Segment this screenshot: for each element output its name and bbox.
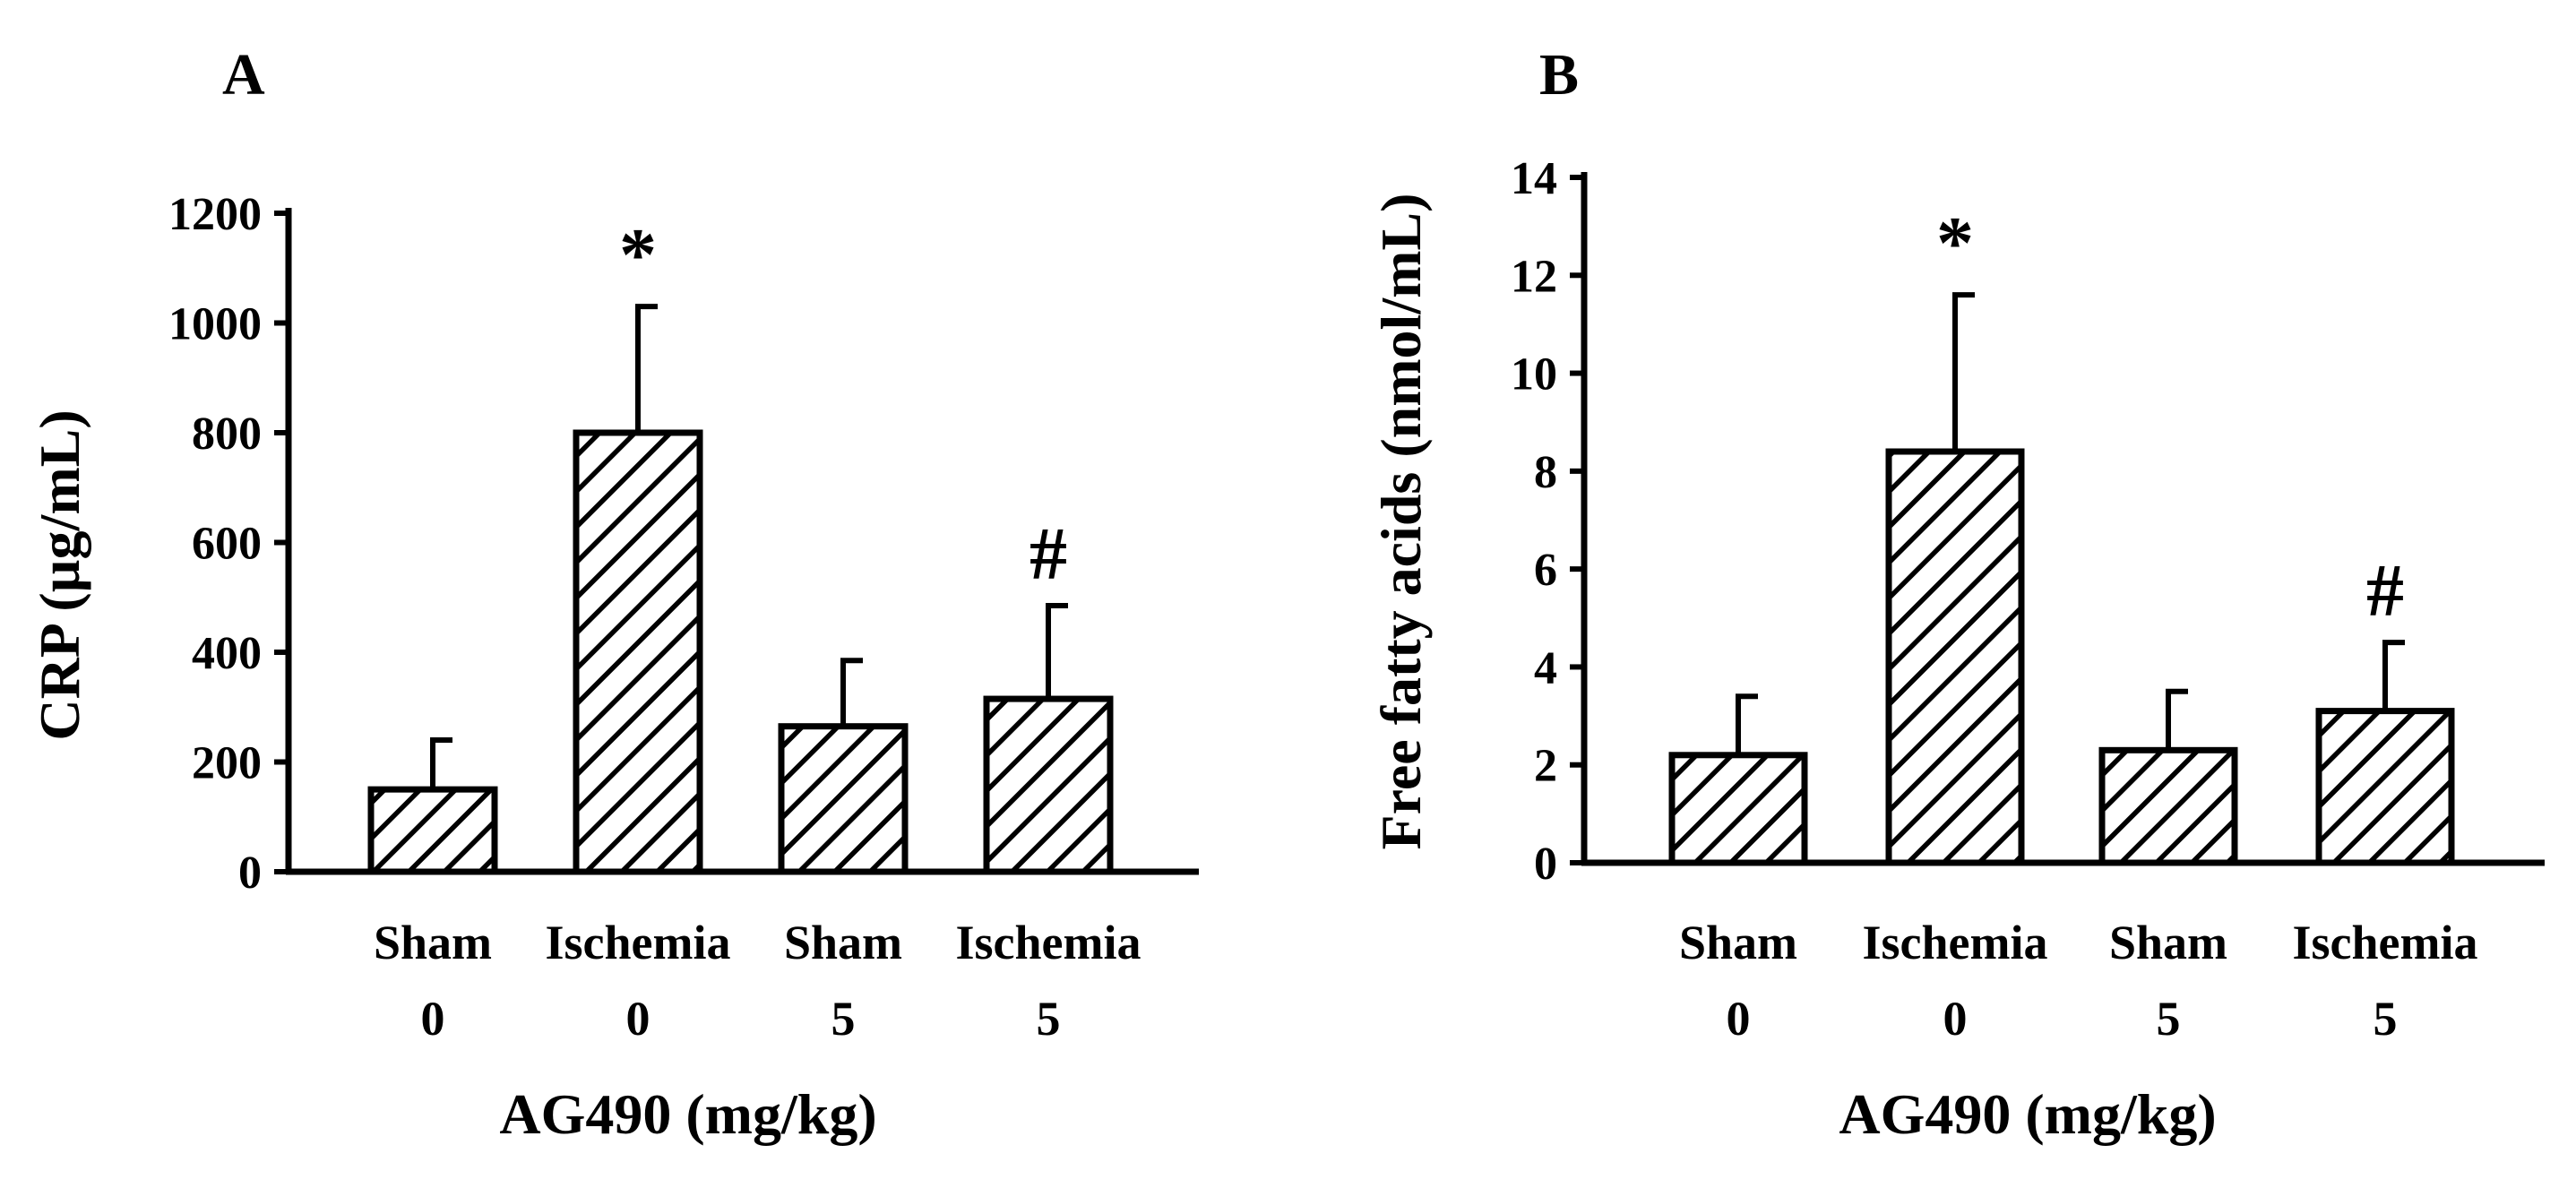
panel-b-dose-label: 0 — [1943, 992, 1968, 1046]
panel-b-bar — [1885, 448, 2025, 866]
panel-b-category-label: Sham — [1679, 916, 1797, 969]
panel-b-category-label: Ischemia — [2293, 916, 2478, 969]
panel-b-bar — [2315, 708, 2455, 866]
panel-a-y-tick-label: 600 — [192, 519, 262, 570]
panel-a-significance-marker: * — [619, 213, 657, 297]
panel-a-y-tick-label: 800 — [192, 409, 262, 460]
panel-b-y-tick-label: 6 — [1534, 545, 1557, 596]
panel-b-significance-marker: # — [2366, 549, 2404, 633]
panel-b-significance-marker: * — [1936, 202, 1974, 285]
panel-a-y-tick-label: 400 — [192, 628, 262, 679]
panel-b-dose-label: 5 — [2157, 992, 2181, 1046]
panel-a-category-label: Ischemia — [956, 916, 1142, 969]
panel-a-y-tick-label: 200 — [192, 738, 262, 789]
panel-a-category-label: Sham — [784, 916, 902, 969]
panel-b-y-tick-label: 10 — [1511, 349, 1557, 400]
panel-b-x-axis-title: AG490 (mg/kg) — [1839, 1082, 2216, 1146]
panel-b-category-label: Ischemia — [1863, 916, 2048, 969]
panel-b-dose-label: 0 — [1727, 992, 1751, 1046]
panel-a-category-label: Ischemia — [546, 916, 731, 969]
panel-a-dose-label: 0 — [626, 992, 650, 1046]
panel-a-letter: A — [222, 42, 265, 108]
panel-a-y-axis-title: CRP (µg/mL) — [28, 409, 91, 740]
panel-b-y-tick-label: 2 — [1534, 741, 1557, 792]
panel-b-letter: B — [1539, 42, 1579, 108]
panel-b-y-tick-label: 12 — [1511, 251, 1557, 302]
panel-b-bar — [1668, 752, 1808, 866]
panel-a-bar — [778, 723, 909, 875]
panel-a-bar — [573, 429, 703, 875]
panel-a-y-tick-label: 0 — [238, 848, 262, 899]
panel-a-category-label: Sham — [374, 916, 492, 969]
panel-b-marks: 0 2 4 6 8 10 12 14 Sham 0 * Ischemia 0 Sham 5 # Ischemia… — [1511, 153, 2545, 1046]
panel-a-dose-label: 5 — [1037, 992, 1061, 1046]
panel-b-y-tick-label: 14 — [1511, 153, 1557, 204]
panel-b-chart: B Free fatty acids (nmol/mL) AG490 (mg/k… — [1369, 42, 2545, 1146]
panel-b-category-label: Sham — [2109, 916, 2227, 969]
panel-a-x-axis-title: AG490 (mg/kg) — [499, 1082, 876, 1146]
panel-b-y-tick-label: 4 — [1534, 642, 1557, 693]
panel-a-marks: 0 200 400 600 800 1000 1200 Sham 0 * Ischemia 0 Sham… — [168, 189, 1199, 1046]
panel-a-chart: A CRP (µg/mL) AG490 (mg/kg) 0 200 400 600 80… — [28, 42, 1199, 1146]
panel-b-dose-label: 5 — [2374, 992, 2398, 1046]
panel-b-y-tick-label: 8 — [1534, 447, 1557, 498]
panel-a-dose-label: 0 — [421, 992, 445, 1046]
panel-a-bar — [367, 786, 498, 875]
panel-a-dose-label: 5 — [831, 992, 856, 1046]
panel-a-significance-marker: # — [1030, 512, 1067, 596]
panel-b-y-tick-label: 0 — [1534, 839, 1557, 890]
panel-b-y-axis-title: Free fatty acids (nmol/mL) — [1369, 194, 1433, 850]
panel-a-y-tick-label: 1200 — [168, 189, 262, 240]
panel-b-bar — [2098, 746, 2238, 866]
panel-a-bar — [983, 695, 1114, 875]
panel-a-y-tick-label: 1000 — [168, 299, 262, 350]
